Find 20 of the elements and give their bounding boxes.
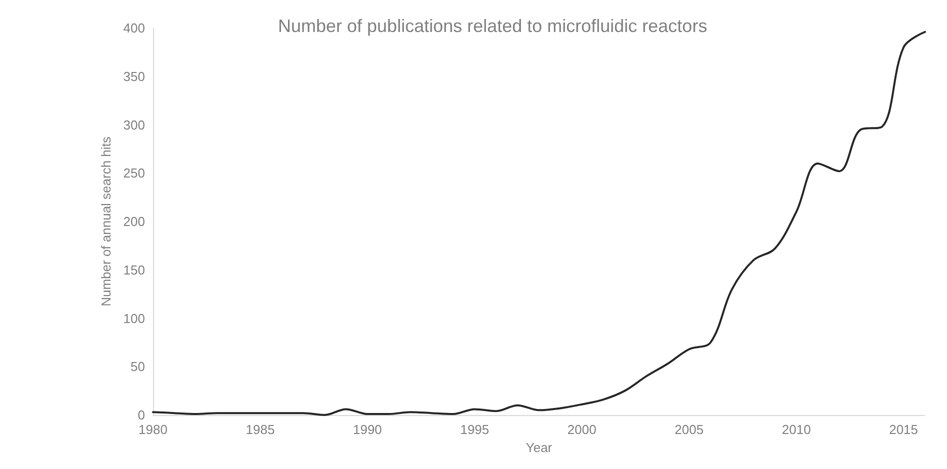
y-tick-label: 350 <box>123 68 145 84</box>
x-tick-label: 1990 <box>352 422 382 437</box>
x-axis-title: Year <box>526 440 553 455</box>
chart-title: Number of publications related to microfluidic reactors <box>278 16 708 36</box>
y-tick-label: 100 <box>123 310 145 326</box>
y-tick-label: 200 <box>123 214 145 229</box>
x-tick-label: 1995 <box>460 422 490 437</box>
x-tick-label: 1980 <box>138 422 168 437</box>
x-tick-label: 2010 <box>782 422 811 437</box>
x-tick-label: 2005 <box>674 422 704 437</box>
y-axis-title: Number of annual search hits <box>98 136 114 306</box>
x-tick-label: 2000 <box>567 422 596 437</box>
x-tick-label: 1985 <box>246 422 275 437</box>
y-tick-label: 250 <box>123 166 145 181</box>
y-tick-label: 50 <box>130 359 145 374</box>
y-tick-label: 150 <box>123 262 145 278</box>
x-tick-label: 2015 <box>889 422 918 437</box>
y-tick-label: 400 <box>123 20 145 36</box>
y-tick-label: 300 <box>123 117 145 132</box>
y-tick-label: 0 <box>138 408 145 422</box>
